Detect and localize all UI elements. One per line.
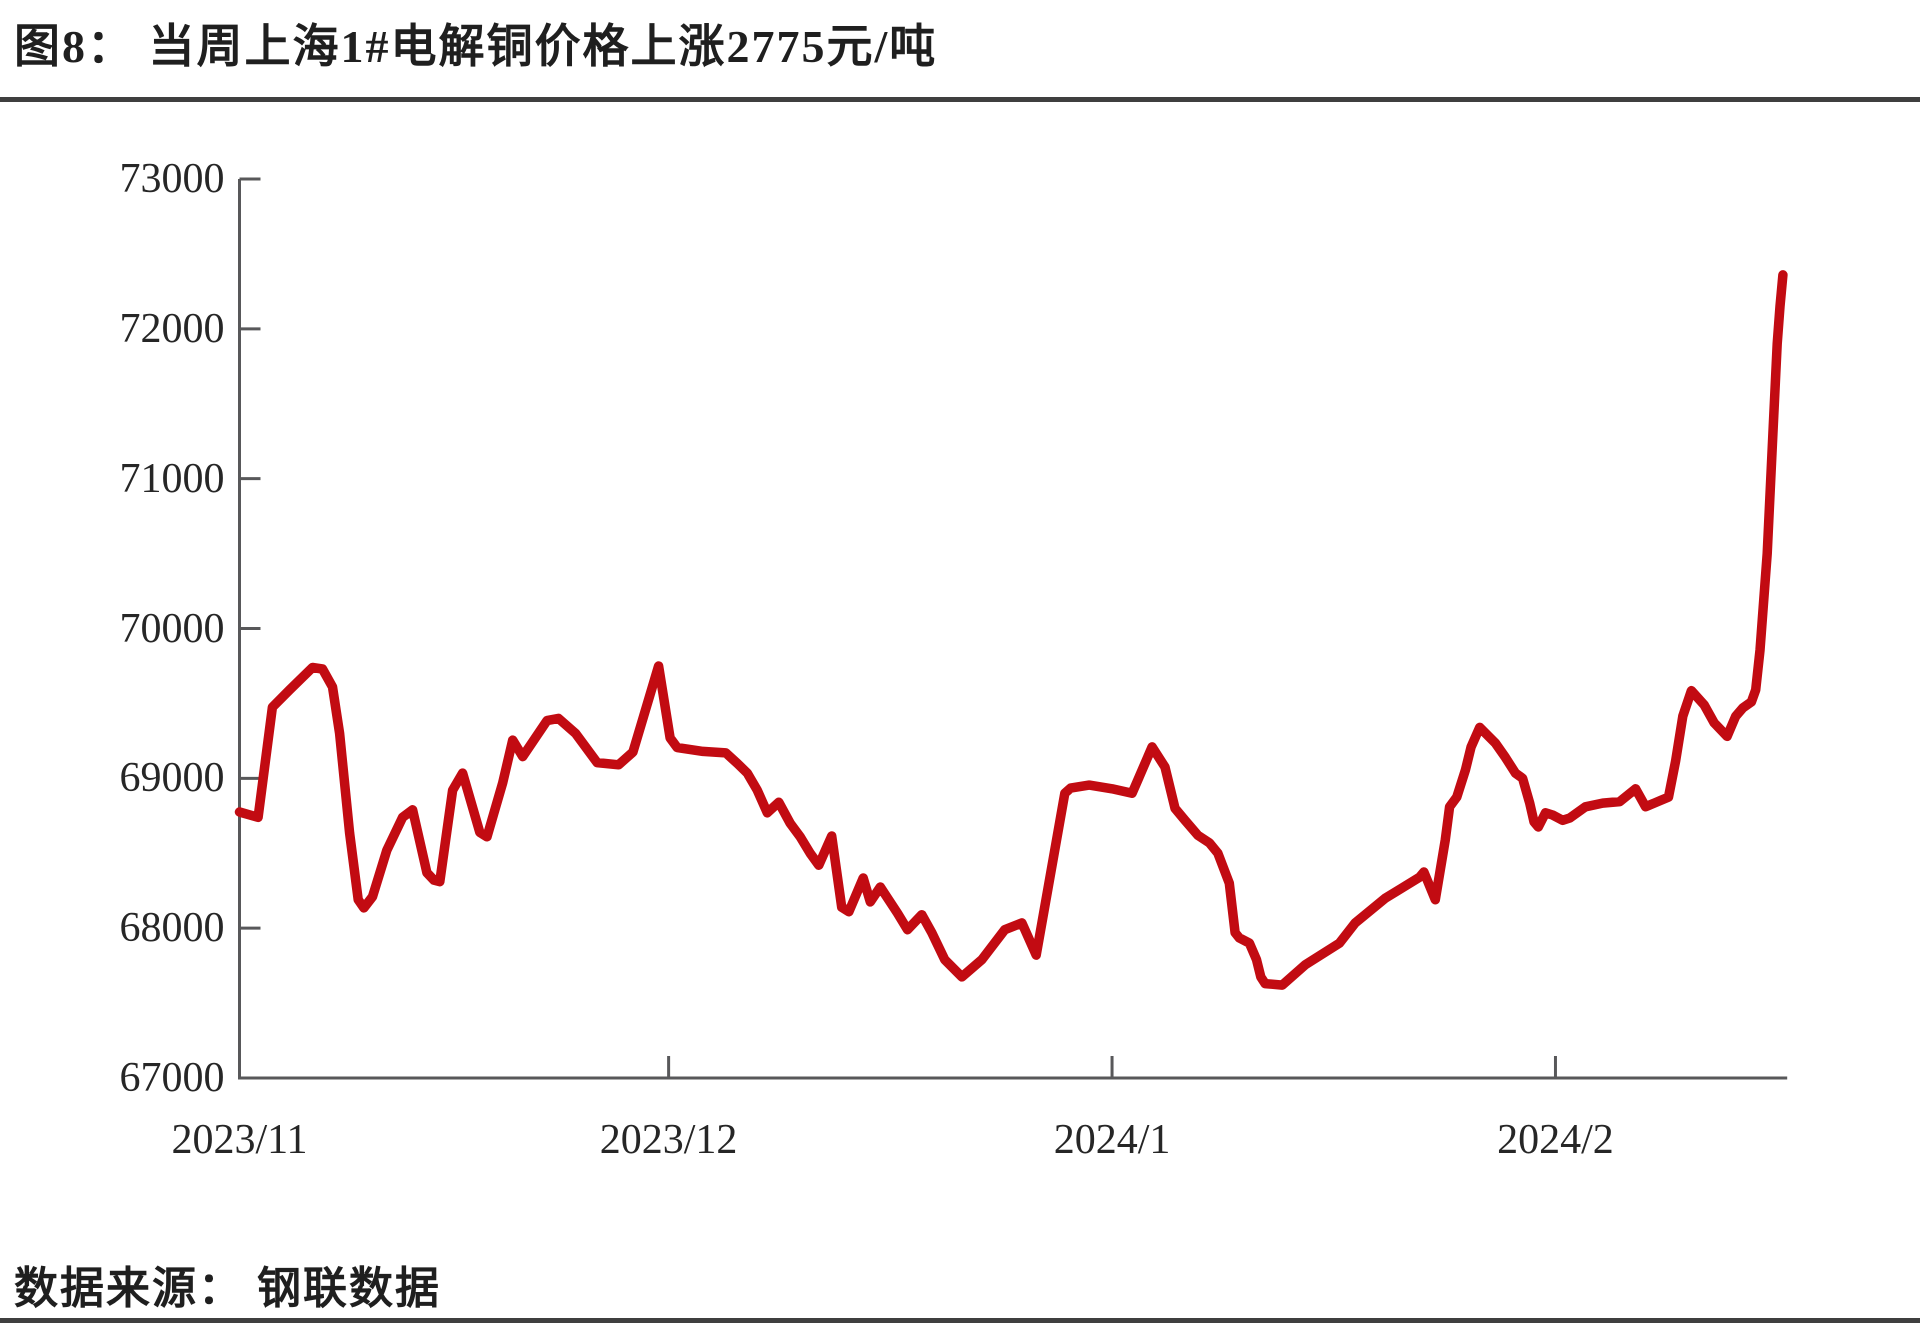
y-axis-tick-label: 67000 (119, 1055, 225, 1101)
price-line-series (234, 270, 1788, 990)
y-axis-tick-label: 72000 (119, 305, 225, 352)
y-axis-tick-label: 69000 (119, 755, 225, 802)
y-axis-tick-label: 70000 (119, 605, 225, 652)
x-axis-tick-label: 2023/12 (599, 1117, 738, 1163)
title-divider-line (0, 97, 1920, 102)
data-source-note: 数据来源： 钢联数据 (14, 1264, 441, 1313)
x-axis-tick-label: 2024/1 (1053, 1117, 1171, 1163)
x-axis-tick-label: 2023/11 (171, 1117, 308, 1163)
y-axis-tick-label: 73000 (119, 156, 225, 202)
axis-lines (238, 179, 1788, 1080)
y-axis-tick-label: 68000 (119, 905, 225, 952)
y-axis-tick-label: 71000 (119, 455, 225, 502)
x-axis-tick-label: 2024/2 (1497, 1117, 1614, 1163)
chart-title: 图8： 当周上海1#电解铜价格上涨2775元/吨 (14, 21, 938, 72)
bottom-divider-line (0, 1318, 1920, 1323)
